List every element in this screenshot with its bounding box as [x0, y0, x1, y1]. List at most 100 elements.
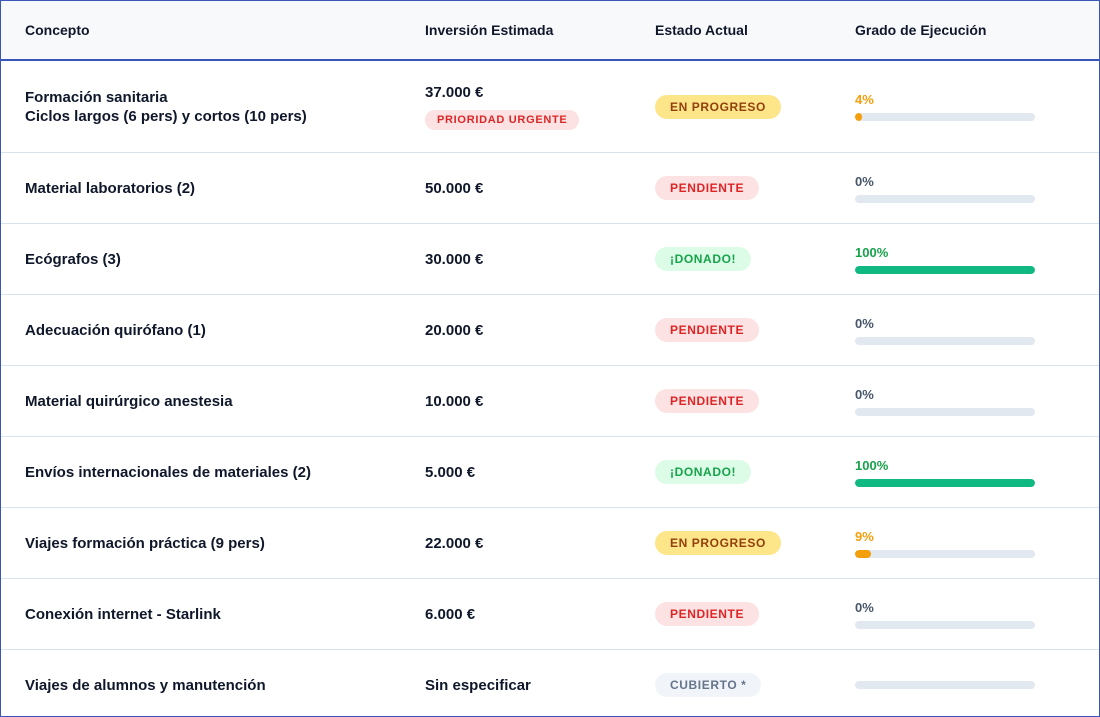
table-row: Viajes de alumnos y manutención Sin espe…	[1, 650, 1099, 716]
progress-percent: 0%	[855, 315, 874, 331]
status-cell: EN PROGRESO	[655, 61, 835, 152]
concept-text: Adecuación quirófano (1)	[25, 321, 206, 339]
table-row: Ecógrafos (3) 30.000 € ¡DONADO! 100%	[1, 224, 1099, 295]
status-badge: CUBIERTO *	[655, 673, 762, 697]
progress-bar	[855, 113, 1035, 121]
concept-cell: Envíos internacionales de materiales (2)	[25, 437, 405, 507]
status-badge: PENDIENTE	[655, 602, 760, 626]
priority-badge: PRIORIDAD URGENTE	[425, 109, 580, 130]
amount-cell: 20.000 €	[425, 295, 625, 365]
amount-cell: 5.000 €	[425, 437, 625, 507]
progress-percent: 0%	[855, 386, 874, 402]
table-row: Conexión internet - Starlink 6.000 € PEN…	[1, 579, 1099, 650]
header-progress: Grado de Ejecución	[855, 22, 987, 38]
progress-bar	[855, 336, 1035, 345]
table-row: Formación sanitaria Ciclos largos (6 per…	[1, 61, 1099, 153]
amount-text: 50.000 €	[425, 179, 484, 197]
progress-percent: 0%	[855, 599, 874, 615]
amount-cell: 50.000 €	[425, 153, 625, 223]
status-badge: PENDIENTE	[655, 389, 760, 413]
status-cell: PENDIENTE	[655, 579, 835, 649]
concept-text: Ecógrafos (3)	[25, 250, 121, 268]
header-concept: Concepto	[25, 22, 90, 38]
concept-text: Viajes formación práctica (9 pers)	[25, 534, 265, 552]
status-badge: PENDIENTE	[655, 176, 760, 200]
amount-cell: 30.000 €	[425, 224, 625, 294]
progress-bar	[855, 620, 1035, 629]
status-badge: EN PROGRESO	[655, 531, 781, 555]
progress-percent: 100%	[855, 457, 889, 473]
amount-cell: Sin especificar	[425, 650, 625, 716]
progress-bar	[855, 407, 1035, 416]
progress-percent: 0%	[855, 173, 874, 189]
status-cell: CUBIERTO *	[655, 650, 835, 716]
amount-cell: 22.000 €	[425, 508, 625, 578]
table-row: Material quirúrgico anestesia 10.000 € P…	[1, 366, 1099, 437]
amount-text: 10.000 €	[425, 392, 484, 410]
progress-bar	[855, 681, 1035, 689]
table-header: Concepto Inversión Estimada Estado Actua…	[1, 1, 1099, 61]
progress-cell: 0%	[855, 295, 1055, 365]
concept-text: Conexión internet - Starlink	[25, 605, 221, 623]
header-status: Estado Actual	[655, 22, 748, 38]
status-badge: PENDIENTE	[655, 318, 760, 342]
progress-percent: 4%	[855, 92, 874, 107]
status-cell: ¡DONADO!	[655, 437, 835, 507]
progress-fill	[855, 265, 1035, 274]
progress-fill	[855, 478, 1035, 487]
status-cell: EN PROGRESO	[655, 508, 835, 578]
status-cell: PENDIENTE	[655, 153, 835, 223]
progress-percent: 100%	[855, 244, 889, 260]
status-cell: PENDIENTE	[655, 295, 835, 365]
amount-text: 37.000 €	[425, 83, 484, 101]
amount-cell: 10.000 €	[425, 366, 625, 436]
concept-cell: Formación sanitaria Ciclos largos (6 per…	[25, 61, 405, 152]
progress-percent: 9%	[855, 528, 874, 544]
header-investment: Inversión Estimada	[425, 22, 554, 38]
progress-cell: 4%	[855, 61, 1055, 152]
progress-bar	[855, 478, 1035, 487]
progress-fill	[855, 549, 872, 558]
progress-cell	[855, 650, 1055, 716]
progress-cell: 0%	[855, 153, 1055, 223]
concept-text: Material quirúrgico anestesia	[25, 392, 233, 410]
concept-cell: Viajes de alumnos y manutención	[25, 650, 405, 716]
concept-subtext: Ciclos largos (6 pers) y cortos (10 pers…	[25, 107, 307, 125]
progress-fill	[855, 113, 863, 121]
amount-text: 30.000 €	[425, 250, 484, 268]
concept-text: Viajes de alumnos y manutención	[25, 676, 266, 694]
progress-bar	[855, 265, 1035, 274]
concept-cell: Viajes formación práctica (9 pers)	[25, 508, 405, 578]
amount-text: Sin especificar	[425, 676, 531, 694]
concept-cell: Conexión internet - Starlink	[25, 579, 405, 649]
status-badge: ¡DONADO!	[655, 247, 752, 271]
status-badge: ¡DONADO!	[655, 460, 752, 484]
concept-cell: Ecógrafos (3)	[25, 224, 405, 294]
progress-cell: 9%	[855, 508, 1055, 578]
status-cell: ¡DONADO!	[655, 224, 835, 294]
progress-cell: 100%	[855, 224, 1055, 294]
progress-cell: 0%	[855, 366, 1055, 436]
table-row: Viajes formación práctica (9 pers) 22.00…	[1, 508, 1099, 579]
progress-bar	[855, 549, 1035, 558]
amount-text: 20.000 €	[425, 321, 484, 339]
amount-cell: 6.000 €	[425, 579, 625, 649]
concept-cell: Material laboratorios (2)	[25, 153, 405, 223]
concept-text: Formación sanitaria	[25, 88, 168, 106]
table-row: Adecuación quirófano (1) 20.000 € PENDIE…	[1, 295, 1099, 366]
concept-cell: Material quirúrgico anestesia	[25, 366, 405, 436]
table-row: Material laboratorios (2) 50.000 € PENDI…	[1, 153, 1099, 224]
concept-text: Envíos internacionales de materiales (2)	[25, 463, 311, 481]
amount-text: 5.000 €	[425, 463, 476, 481]
status-cell: PENDIENTE	[655, 366, 835, 436]
progress-cell: 100%	[855, 437, 1055, 507]
amount-text: 22.000 €	[425, 534, 484, 552]
amount-cell: 37.000 € PRIORIDAD URGENTE	[425, 61, 625, 152]
table-row: Envíos internacionales de materiales (2)…	[1, 437, 1099, 508]
progress-cell: 0%	[855, 579, 1055, 649]
concept-cell: Adecuación quirófano (1)	[25, 295, 405, 365]
progress-bar	[855, 194, 1035, 203]
amount-text: 6.000 €	[425, 605, 476, 623]
status-badge: EN PROGRESO	[655, 94, 781, 119]
